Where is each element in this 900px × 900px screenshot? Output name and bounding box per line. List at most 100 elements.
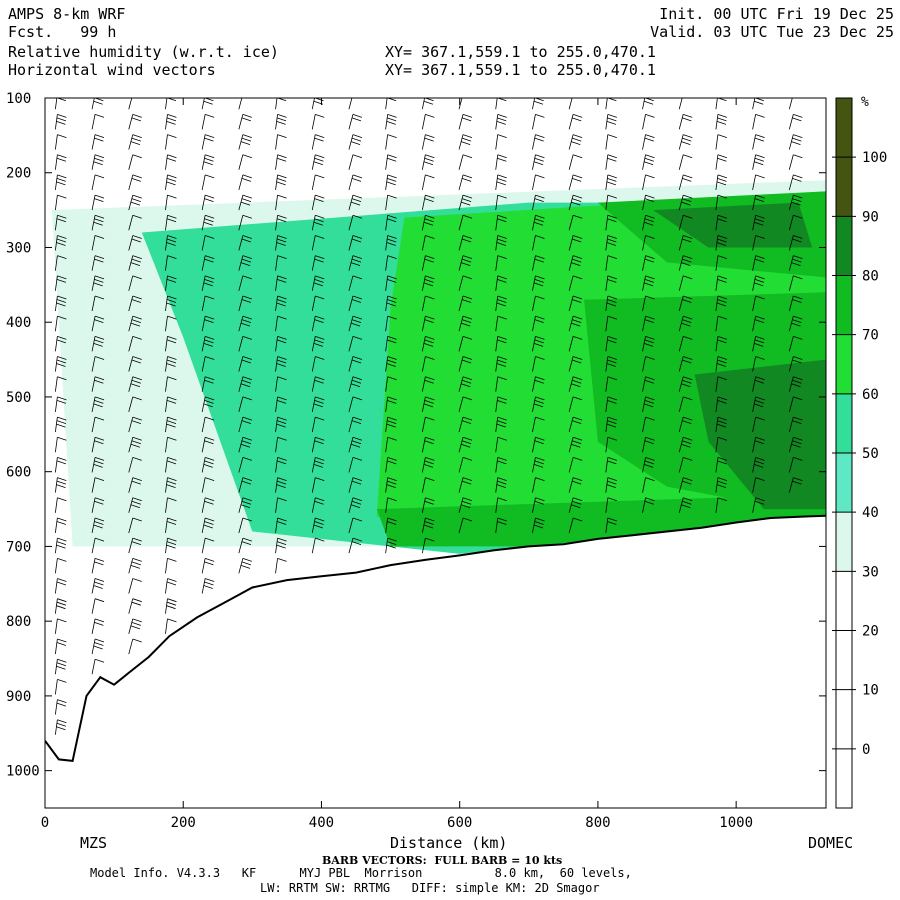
wind-barb	[238, 497, 252, 513]
barb-flag	[645, 114, 655, 118]
barb-staff	[91, 114, 96, 130]
barb-staff	[54, 638, 58, 655]
wind-barb	[458, 497, 473, 513]
wind-barb	[311, 214, 325, 231]
wind-barb	[421, 517, 435, 534]
barb-staff	[532, 114, 536, 130]
barb-flag	[386, 484, 396, 488]
barb-flag	[717, 194, 728, 199]
barb-staff	[311, 275, 316, 291]
barb-flag	[387, 157, 397, 162]
barb-flag	[793, 275, 803, 280]
barb-flag	[425, 235, 435, 239]
barb-flag	[131, 420, 141, 424]
barb-staff	[54, 659, 58, 675]
barb-staff	[642, 336, 646, 352]
barb-flag	[387, 376, 397, 381]
wind-barb	[54, 598, 67, 614]
wind-barb	[752, 376, 765, 392]
barb-flag	[387, 400, 397, 404]
barb-flag	[425, 194, 435, 199]
barb-flag	[56, 121, 66, 125]
wind-barb	[91, 275, 105, 291]
barb-flag	[131, 500, 141, 505]
wind-barb	[715, 194, 728, 211]
barb-flag	[572, 235, 583, 239]
barb-flag	[241, 420, 252, 424]
wind-barb	[201, 255, 215, 271]
barb-staff	[532, 477, 536, 493]
wind-barb	[201, 578, 215, 594]
barb-staff	[458, 336, 464, 352]
barb-staff	[311, 295, 316, 312]
barb-flag	[645, 315, 655, 320]
barb-flag	[607, 194, 617, 199]
barb-staff	[348, 336, 354, 352]
wind-barb	[385, 114, 397, 130]
barb-flag	[57, 275, 67, 280]
barb-staff	[715, 98, 718, 110]
barb-staff	[128, 517, 134, 534]
barb-flag	[315, 194, 325, 199]
barb-staff	[532, 457, 536, 473]
barb-flag	[793, 134, 803, 138]
barb-flag	[205, 356, 215, 360]
barb-flag	[57, 356, 67, 360]
barb-flag	[425, 396, 435, 401]
barb-flag	[94, 255, 105, 260]
wind-barb	[385, 497, 397, 513]
y-tick-label: 200	[6, 166, 31, 182]
barb-flag	[57, 235, 67, 239]
barb-flag	[350, 141, 361, 145]
barb-staff	[421, 98, 425, 110]
wind-barb	[458, 356, 473, 372]
barb-staff	[788, 174, 794, 191]
y-tick-label: 600	[6, 465, 31, 481]
barb-staff	[238, 174, 244, 191]
barb-flag	[205, 114, 215, 118]
barb-flag	[94, 295, 105, 300]
barb-flag	[166, 299, 177, 303]
barb-flag	[682, 258, 692, 263]
barb-staff	[568, 275, 574, 291]
barb-flag	[423, 282, 434, 287]
barb-staff	[128, 376, 134, 392]
wind-barb	[238, 235, 252, 251]
barb-flag	[683, 194, 693, 199]
barb-flag	[57, 214, 67, 219]
barb-flag	[793, 396, 803, 401]
barb-flag	[717, 238, 727, 243]
barb-flag	[607, 238, 617, 243]
barb-flag	[56, 662, 67, 667]
barb-flag	[167, 235, 177, 239]
barb-staff	[311, 154, 316, 170]
x-tick-label: 0	[41, 815, 49, 831]
barb-flag	[535, 214, 545, 219]
barb-flag	[606, 423, 617, 428]
barb-flag	[645, 255, 655, 260]
barb-flag	[754, 460, 765, 465]
barb-flag	[94, 557, 105, 562]
barb-flag	[717, 255, 728, 260]
barb-staff	[678, 336, 684, 352]
barb-flag	[497, 154, 507, 159]
barb-flag	[351, 500, 362, 505]
barb-flag	[497, 174, 507, 179]
barb-flag	[571, 383, 581, 388]
barb-flag	[644, 379, 654, 384]
wind-barb	[128, 578, 142, 594]
barb-flag	[754, 157, 765, 162]
wind-barb	[91, 658, 105, 675]
barb-flag	[57, 255, 67, 260]
wind-barb	[568, 235, 583, 251]
barb-flag	[57, 598, 67, 603]
wind-barb	[238, 457, 252, 473]
wind-barb	[348, 416, 363, 433]
barb-flag	[497, 178, 507, 182]
barb-staff	[788, 457, 794, 473]
barb-flag	[793, 114, 803, 118]
wind-barb	[201, 134, 215, 150]
barb-staff	[715, 134, 719, 150]
barb-staff	[91, 154, 96, 170]
